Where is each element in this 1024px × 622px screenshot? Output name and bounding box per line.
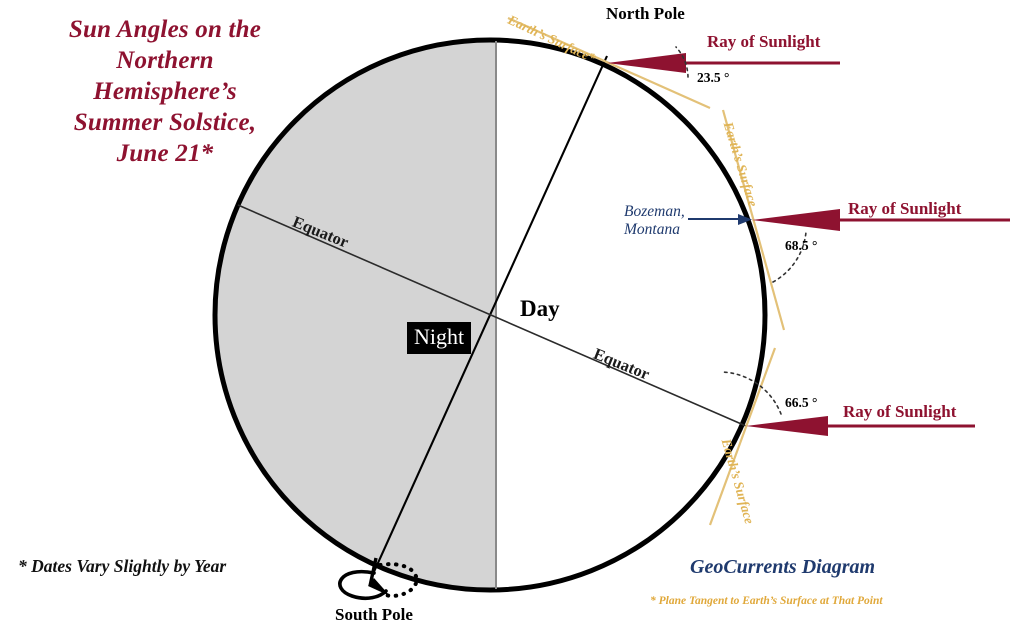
bozeman-montana-label: Bozeman, Montana <box>624 203 685 239</box>
angle-arc-23-5 <box>675 46 689 78</box>
day-label: Day <box>520 296 560 321</box>
south-pole-label: South Pole <box>335 605 413 622</box>
earth-circle <box>212 37 768 593</box>
footnote-dates-vary: * Dates Vary Slightly by Year <box>18 556 227 576</box>
equator-line <box>237 204 747 427</box>
angle-arc-68-5 <box>772 231 807 283</box>
credit-geocurrents: GeoCurrents Diagram <box>690 556 876 578</box>
ray-of-sunlight-2 <box>752 209 1010 231</box>
ray-of-sunlight-3 <box>746 416 975 436</box>
ray-of-sunlight-label-1: Ray of Sunlight <box>707 32 821 51</box>
page-title: Sun Angles on the Northern Hemisphere’s … <box>68 16 262 167</box>
ray-of-sunlight-label-2: Ray of Sunlight <box>848 199 962 218</box>
night-label: Night <box>407 322 472 354</box>
ray-of-sunlight-label-3: Ray of Sunlight <box>843 402 957 421</box>
bozeman-pointer-arrow <box>688 214 752 225</box>
angle-label-66-5: 66.5 ° <box>785 395 818 410</box>
ray-of-sunlight-1 <box>607 53 840 73</box>
angle-label-23-5: 23.5 ° <box>697 70 730 85</box>
footnote-tangent-plane: * Plane Tangent to Earth’s Surface at Th… <box>650 595 883 607</box>
tangent-plane-equator <box>708 347 777 526</box>
north-pole-label: North Pole <box>606 4 685 23</box>
angle-arc-66-5 <box>721 371 782 415</box>
angle-label-68-5: 68.5 ° <box>785 238 818 253</box>
rotation-arrow-south-pole <box>338 557 419 600</box>
